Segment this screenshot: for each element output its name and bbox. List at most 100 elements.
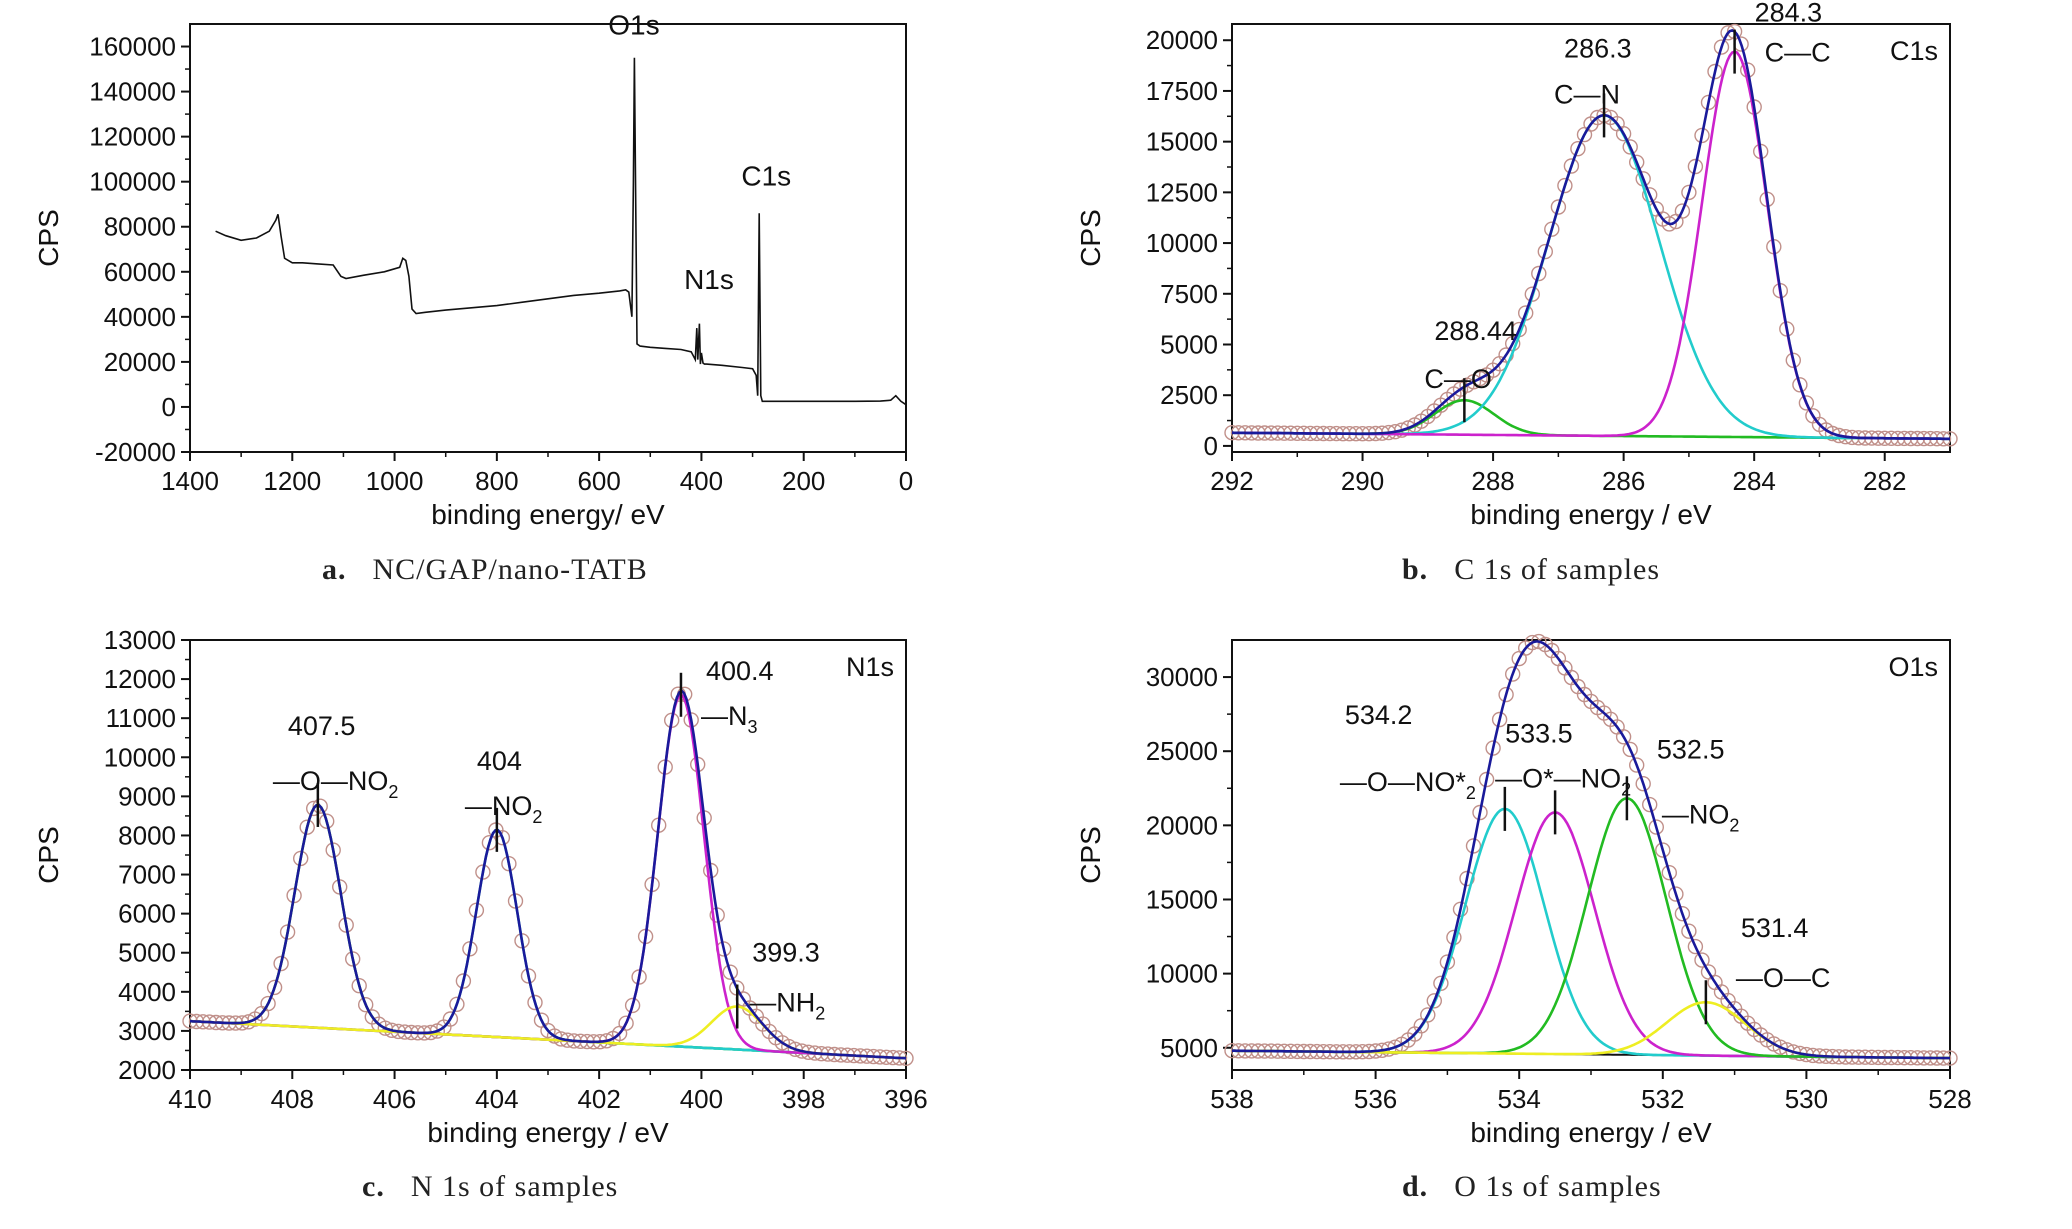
data-point xyxy=(1674,203,1691,219)
data-point xyxy=(1563,158,1580,174)
peak-value-c-0: 407.5 xyxy=(288,711,356,741)
data-point xyxy=(1681,184,1697,201)
x-tick-label-b-4: 284 xyxy=(1732,466,1775,496)
data-point xyxy=(1485,740,1501,756)
x-tick-label-b-2: 288 xyxy=(1471,466,1514,496)
data-point xyxy=(1615,125,1632,142)
data-point xyxy=(1393,422,1410,438)
y-tick-label-b-3: 7500 xyxy=(1160,279,1218,309)
y-tick-label-c-7: 9000 xyxy=(118,781,176,811)
y-tick-label-a-7: 120000 xyxy=(89,122,176,152)
caption-d-text: O 1s of samples xyxy=(1454,1170,1662,1203)
panel-label-d: O1s xyxy=(1888,652,1938,682)
data-point xyxy=(1615,729,1632,745)
peak-value-d-3: 531.4 xyxy=(1741,913,1809,943)
caption-a-letter: a. xyxy=(322,553,347,586)
y-tick-label-c-1: 3000 xyxy=(118,1016,176,1046)
y-axis-label-b: CPS xyxy=(1075,209,1106,267)
peak-bond-c-2: —N3 xyxy=(701,701,758,737)
peak-bond-subscript: 2 xyxy=(815,1004,825,1024)
peak-value-b-1: 286.3 xyxy=(1564,33,1632,63)
x-tick-label-a-1: 1200 xyxy=(263,466,321,496)
data-point xyxy=(1694,127,1710,144)
data-point xyxy=(501,856,517,872)
data-point xyxy=(1798,395,1815,411)
x-tick-label-a-7: 0 xyxy=(899,466,913,496)
y-tick-label-b-4: 10000 xyxy=(1146,228,1218,258)
x-tick-label-c-2: 406 xyxy=(373,1084,416,1114)
y-tick-label-a-6: 100000 xyxy=(89,167,176,197)
y-tick-label-c-8: 10000 xyxy=(104,742,176,772)
caption-c-text: N 1s of samples xyxy=(410,1170,619,1203)
y-tick-label-d-3: 20000 xyxy=(1146,810,1218,840)
data-point xyxy=(1655,842,1671,858)
x-tick-label-a-2: 1000 xyxy=(366,466,424,496)
caption-d-letter: d. xyxy=(1402,1170,1429,1203)
peak-bond-subscript: 2 xyxy=(1729,815,1739,835)
fit-component-b-2 xyxy=(1231,50,1950,441)
data-point xyxy=(1557,177,1573,194)
data-point xyxy=(319,813,335,829)
x-tick-label-b-3: 286 xyxy=(1602,466,1645,496)
x-axis-label-d: binding energy / eV xyxy=(1470,1117,1712,1148)
data-point xyxy=(1648,819,1665,835)
fit-envelope-c xyxy=(189,689,907,1060)
x-tick-label-c-6: 398 xyxy=(782,1084,825,1114)
peak-value-d-0: 534.2 xyxy=(1345,700,1413,730)
plot-frame-b xyxy=(1231,23,1951,453)
data-point xyxy=(1641,187,1658,203)
x-tick-label-b-5: 282 xyxy=(1863,466,1906,496)
caption-a: a. NC/GAP/nano-TATB xyxy=(322,553,648,587)
caption-c-letter: c. xyxy=(362,1170,385,1203)
peak-value-d-2: 532.5 xyxy=(1657,734,1725,764)
caption-b: b. C 1s of samples xyxy=(1402,553,1660,587)
y-tick-label-a-5: 80000 xyxy=(104,212,176,242)
y-tick-label-c-5: 7000 xyxy=(118,860,176,890)
peak-value-b-0: 288.44 xyxy=(1434,316,1517,346)
data-point xyxy=(351,978,367,994)
peak-value-c-3: 399.3 xyxy=(752,938,820,968)
panel-b-c1s-spectrum: 292 290 288 286 284 282 0 2500 5000 7500 10000 1250… xyxy=(1075,0,1958,530)
y-axis-label-c: CPS xyxy=(33,826,64,884)
raw-data-markers-d xyxy=(1224,633,1958,1066)
y-tick-label-b-6: 15000 xyxy=(1146,127,1218,157)
x-axis-label-c: binding energy / eV xyxy=(427,1117,669,1148)
x-tick-label-c-7: 396 xyxy=(884,1084,927,1114)
y-tick-label-a-1: 0 xyxy=(162,392,176,422)
fit-envelope-b xyxy=(1231,29,1950,441)
y-tick-label-c-10: 12000 xyxy=(104,664,176,694)
y-axis-label-a: CPS xyxy=(33,209,64,267)
x-tick-label-d-5: 528 xyxy=(1928,1084,1971,1114)
data-point xyxy=(1681,923,1697,939)
data-point xyxy=(1628,757,1645,773)
data-point xyxy=(1498,686,1514,703)
data-point xyxy=(624,997,641,1014)
data-point xyxy=(1420,1007,1436,1023)
y-tick-label-b-2: 5000 xyxy=(1160,329,1218,359)
data-point xyxy=(520,968,537,984)
data-point xyxy=(1478,771,1495,788)
y-tick-label-c-9: 11000 xyxy=(106,703,176,733)
y-tick-label-d-2: 15000 xyxy=(1146,884,1218,914)
caption-c: c. N 1s of samples xyxy=(362,1170,618,1204)
data-point xyxy=(1531,265,1547,282)
y-tick-label-c-4: 6000 xyxy=(118,899,176,929)
fit-component-d-0 xyxy=(1232,807,1950,1060)
data-point xyxy=(1694,952,1710,968)
x-tick-label-c-5: 400 xyxy=(680,1084,723,1114)
x-tick-label-b-0: 292 xyxy=(1210,466,1253,496)
survey-line xyxy=(215,57,907,406)
data-point xyxy=(1707,63,1723,80)
y-tick-label-b-0: 0 xyxy=(1204,431,1218,461)
data-point xyxy=(442,1011,459,1027)
data-point xyxy=(722,964,738,980)
y-tick-label-a-2: 20000 xyxy=(104,347,176,377)
x-axis-label-b: binding energy / eV xyxy=(1470,499,1712,530)
data-point xyxy=(494,830,511,846)
data-point xyxy=(299,819,315,835)
caption-b-text: C 1s of samples xyxy=(1454,553,1661,586)
x-tick-label-a-0: 1400 xyxy=(161,466,219,496)
data-point xyxy=(1641,796,1658,813)
x-tick-label-d-3: 532 xyxy=(1641,1084,1684,1114)
